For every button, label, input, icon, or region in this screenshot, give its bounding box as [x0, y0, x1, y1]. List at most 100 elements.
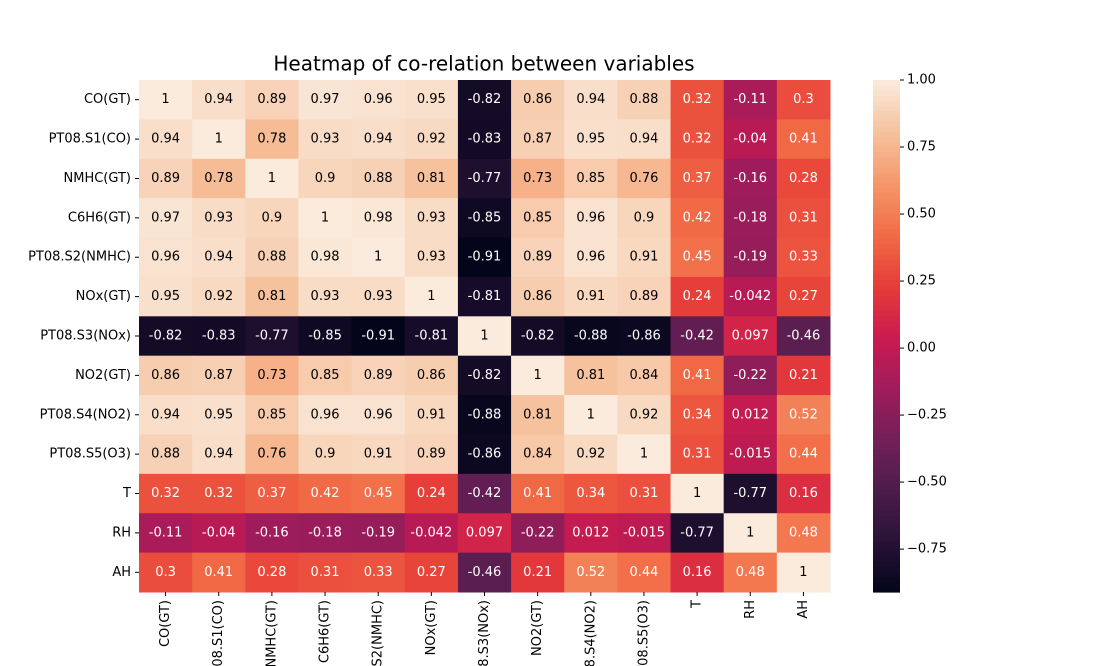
- colorbar-segment: [873, 269, 900, 276]
- cell-label: -0.91: [361, 329, 395, 344]
- x-tick-label: PT08.S4(NO2): [583, 600, 598, 666]
- cell-label: 0.32: [683, 132, 712, 147]
- heatmap-cell: [351, 513, 406, 554]
- heatmap-cell: [564, 395, 618, 435]
- cell-label: 1: [321, 210, 329, 225]
- cell-label: 0.78: [257, 132, 286, 147]
- heatmap-cell: [670, 513, 725, 554]
- cell-label: 1: [640, 447, 648, 462]
- cell-label: 0.097: [466, 525, 503, 540]
- colorbar-segment: [873, 187, 900, 194]
- heatmap-cell: [617, 237, 672, 278]
- cell-label: 0.42: [311, 486, 340, 501]
- cell-label: 0.96: [576, 210, 605, 225]
- colorbar-segment: [873, 561, 900, 567]
- heatmap-cell: [617, 434, 672, 475]
- cell-label: 0.96: [311, 407, 340, 422]
- cell-label: 0.86: [417, 368, 446, 383]
- colorbar-segment: [873, 346, 900, 352]
- colorbar-segment: [873, 243, 900, 250]
- colorbar-segment: [873, 315, 900, 322]
- cell-label: 0.96: [576, 250, 605, 265]
- heatmap-cell: [776, 80, 831, 120]
- cell-label: 0.89: [257, 92, 286, 107]
- heatmap-cell: [511, 473, 565, 514]
- heatmap-cell: [298, 395, 353, 435]
- heatmap-cell: [511, 513, 565, 554]
- colorbar-segment: [873, 551, 900, 557]
- heatmap-cell: [245, 80, 299, 120]
- colorbar-segment: [873, 167, 900, 173]
- cell-label: 0.31: [311, 565, 340, 580]
- cell-label: -0.11: [149, 525, 183, 540]
- cell-label: 0.95: [151, 289, 180, 304]
- heatmap-cell: [564, 198, 618, 239]
- heatmap-cell: [511, 552, 565, 593]
- cell-label: 0.86: [523, 92, 552, 107]
- heatmap-cell: [457, 276, 512, 317]
- colorbar-segment: [873, 392, 900, 399]
- colorbar-segment: [873, 115, 900, 122]
- cell-label: 0.9: [315, 171, 336, 186]
- heatmap-cell: [298, 316, 353, 357]
- heatmap-cell: [245, 119, 299, 160]
- cell-label: 0.88: [257, 250, 286, 265]
- cell-label: -0.11: [733, 92, 767, 107]
- cell-label: -0.22: [733, 368, 767, 383]
- cell-label: 0.92: [204, 289, 233, 304]
- cell-label: -0.85: [308, 329, 342, 344]
- cell-label: -0.85: [468, 210, 502, 225]
- cell-label: 1: [534, 368, 542, 383]
- heatmap-cell: [670, 276, 725, 317]
- heatmap-cell: [511, 276, 565, 317]
- colorbar-segment: [873, 469, 900, 475]
- cell-label: 1: [746, 525, 754, 540]
- y-tick-label: NO2(GT): [75, 368, 131, 383]
- colorbar-segment: [873, 535, 900, 542]
- heatmap-cell: [192, 276, 246, 317]
- colorbar-segment: [873, 443, 900, 450]
- heatmap-cell: [351, 158, 406, 199]
- heatmap-cell: [723, 237, 778, 278]
- cell-label: 1: [268, 171, 276, 186]
- heatmap-cell: [723, 513, 778, 554]
- heatmap-cell: [404, 276, 459, 317]
- cell-label: -0.77: [468, 171, 502, 186]
- colorbar-segment: [873, 515, 900, 521]
- cell-label: 0.37: [257, 486, 286, 501]
- cell-label: 0.012: [572, 525, 609, 540]
- colorbar-segment: [873, 371, 900, 378]
- cell-label: 0.3: [155, 565, 176, 580]
- heatmap-cell: [776, 355, 831, 396]
- cell-label: 0.93: [417, 210, 446, 225]
- cell-label: 0.31: [789, 210, 818, 225]
- heatmap-cell: [564, 276, 618, 317]
- cell-label: 0.16: [683, 565, 712, 580]
- cell-label: 0.16: [789, 486, 818, 501]
- colorbar-segment: [873, 151, 900, 158]
- heatmap-cell: [192, 395, 246, 435]
- colorbar-segment: [873, 223, 900, 230]
- heatmap-cell: [351, 395, 406, 435]
- x-tick-label: C6H6(GT): [318, 600, 333, 663]
- heatmap-cell: [617, 80, 672, 120]
- colorbar-segment: [873, 581, 900, 588]
- heatmap-cell: [351, 237, 406, 278]
- cell-label: 0.9: [315, 447, 336, 462]
- cell-label: -0.77: [255, 329, 289, 344]
- heatmap-cell: [298, 473, 353, 514]
- cell-label: 0.28: [789, 171, 818, 186]
- cell-label: 0.93: [311, 289, 340, 304]
- heatmap-cell: [670, 158, 725, 199]
- cell-label: 1: [480, 329, 488, 344]
- colorbar-segment: [873, 387, 900, 393]
- heatmap-cell: [245, 237, 299, 278]
- cell-label: 1: [587, 407, 595, 422]
- heatmap-cell: [298, 80, 353, 120]
- colorbar-segment: [873, 438, 900, 445]
- heatmap-cell: [192, 513, 246, 554]
- heatmap-cell: [457, 158, 512, 199]
- heatmap-cell: [457, 80, 512, 120]
- cell-label: -0.04: [202, 525, 236, 540]
- y-tick-label: NOx(GT): [76, 289, 131, 304]
